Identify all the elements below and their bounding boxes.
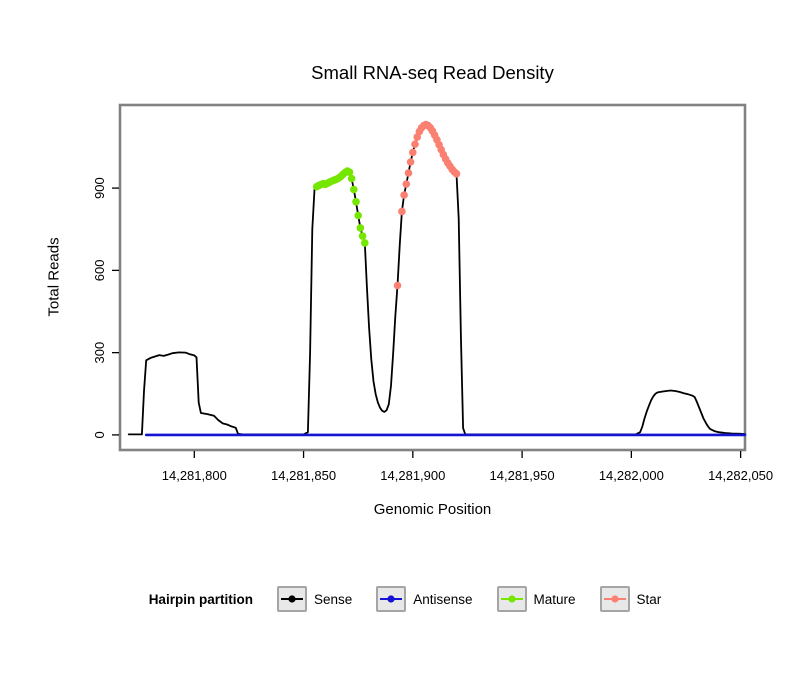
legend-key-dot xyxy=(288,595,296,603)
series-point-mature xyxy=(352,198,360,206)
x-axis-tick-label: 14,281,850 xyxy=(271,468,336,483)
legend-entry-sense: Sense xyxy=(276,586,353,612)
legend-key-antisense xyxy=(376,586,407,612)
series-point-star xyxy=(411,140,419,148)
legend-key-star xyxy=(599,586,630,612)
series-point-mature xyxy=(345,168,354,176)
legend: Hairpin partition Sense Antisense xyxy=(0,578,810,620)
y-axis-tick-label: 900 xyxy=(92,177,107,199)
series-point-mature xyxy=(354,211,363,220)
x-axis-tick-label: 14,282,050 xyxy=(708,468,773,483)
plot-area: 14,281,800 14,281,850 14,281,900 14,281,950… xyxy=(92,103,773,483)
series-point-mature xyxy=(361,239,369,247)
series-point-star xyxy=(406,158,415,166)
plot-panel xyxy=(118,103,747,452)
series-point-star xyxy=(400,191,408,199)
series-point-star xyxy=(393,281,402,290)
x-axis-title: Genomic Position xyxy=(373,501,492,518)
series-point-mature xyxy=(358,232,367,240)
y-axis-tick-label: 0 xyxy=(92,431,107,438)
series-point-star xyxy=(409,148,417,157)
legend-key-sense xyxy=(276,586,307,612)
series-point-mature xyxy=(347,174,356,183)
y-axis-tick-label: 600 xyxy=(92,260,107,282)
legend-key-dot xyxy=(507,595,516,603)
legend-key-dot xyxy=(387,595,395,603)
x-axis-tick-label: 14,281,800 xyxy=(162,468,227,483)
legend-key-dot xyxy=(610,595,619,603)
series-point-star xyxy=(398,207,406,216)
legend-label-antisense: Antisense xyxy=(413,591,473,607)
series-point-star xyxy=(452,170,461,178)
x-axis-tick-label: 14,281,900 xyxy=(380,468,445,483)
legend-key-mature xyxy=(496,586,527,612)
x-axis-tick-label: 14,282,000 xyxy=(599,468,664,483)
legend-label-star: Star xyxy=(636,591,662,607)
legend-label-mature: Mature xyxy=(533,591,576,607)
series-point-mature xyxy=(356,224,365,232)
legend-entry-mature: Mature xyxy=(496,586,576,612)
legend-label-sense: Sense xyxy=(313,591,353,607)
y-axis-tick-label: 300 xyxy=(92,342,107,364)
series-point-mature xyxy=(350,185,358,194)
chart-title: Small RNA-seq Read Density xyxy=(311,62,554,83)
series-point-star xyxy=(404,169,413,177)
legend-title: Hairpin partition xyxy=(148,591,253,607)
series-point-star xyxy=(402,180,411,188)
legend-entry-star: Star xyxy=(599,586,662,612)
x-axis-tick-label: 14,281,950 xyxy=(490,468,555,483)
legend-entry-antisense: Antisense xyxy=(376,586,473,612)
series-line-sense xyxy=(127,123,746,436)
